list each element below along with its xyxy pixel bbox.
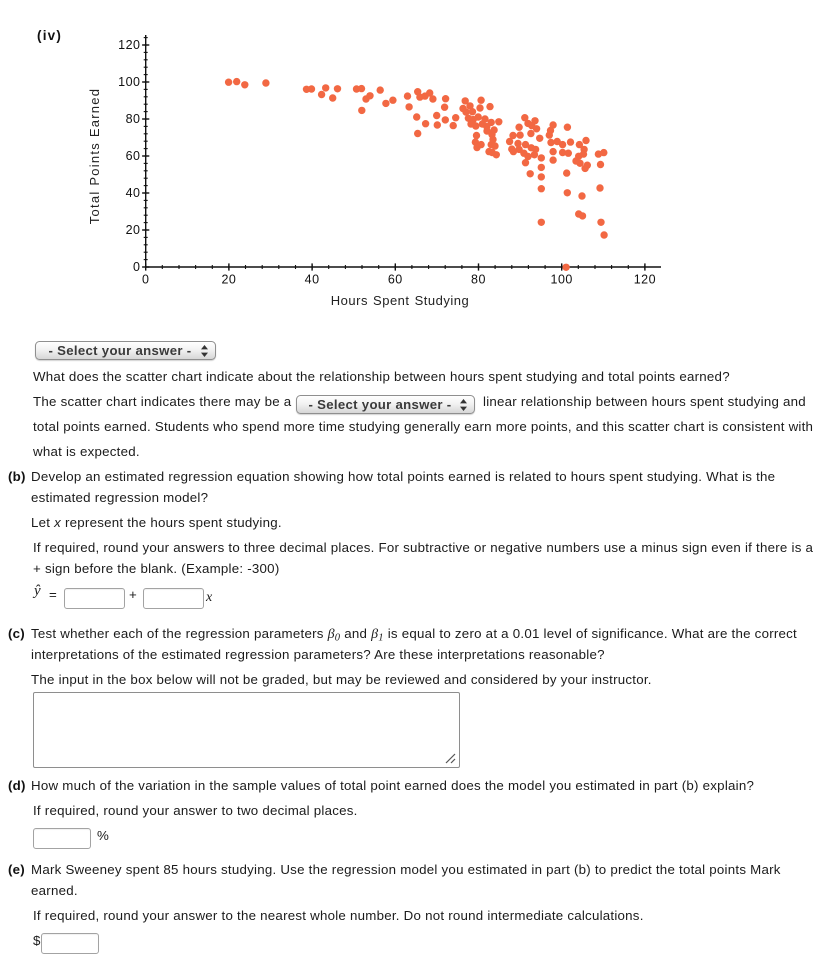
svg-text:100: 100	[551, 273, 573, 287]
svg-text:20: 20	[126, 223, 141, 237]
svg-text:80: 80	[126, 112, 141, 126]
svg-text:80: 80	[471, 273, 486, 287]
svg-text:40: 40	[126, 186, 141, 200]
svg-text:40: 40	[305, 273, 320, 287]
svg-text:Hours Spent Studying: Hours Spent Studying	[331, 293, 469, 308]
svg-text:Total Points Earned: Total Points Earned	[87, 88, 102, 224]
svg-text:0: 0	[142, 273, 149, 287]
svg-text:100: 100	[118, 75, 140, 89]
svg-text:20: 20	[221, 273, 236, 287]
svg-text:60: 60	[126, 149, 141, 163]
svg-text:0: 0	[133, 260, 140, 274]
svg-text:60: 60	[388, 273, 403, 287]
svg-text:120: 120	[634, 273, 656, 287]
svg-text:120: 120	[118, 38, 140, 52]
